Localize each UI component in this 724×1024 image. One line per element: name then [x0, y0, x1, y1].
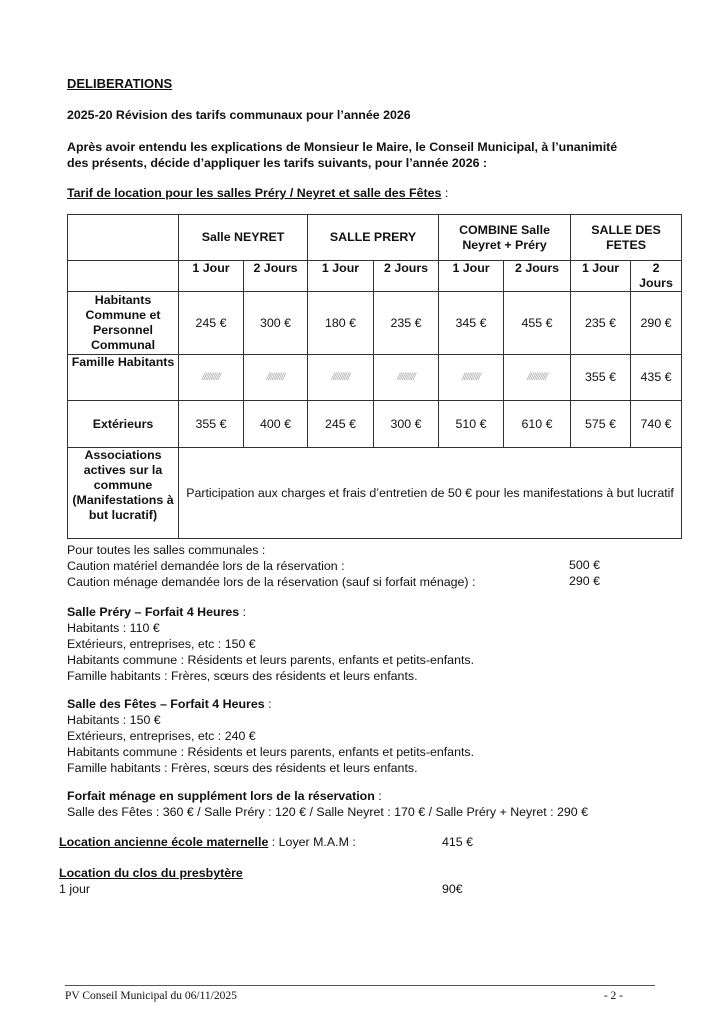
duration-header-row: 1 Jour 2 Jours 1 Jour 2 Jours 1 Jour 2 J…: [67, 260, 683, 292]
price-cell: 610 €: [503, 400, 572, 448]
caution-menage-label: Caution ménage demandée lors de la réser…: [67, 575, 476, 589]
empty-cell: [67, 260, 179, 292]
duration-header: 1 Jour: [438, 260, 505, 292]
intro-line-2: des présents, décide d’appliquer les tar…: [67, 156, 488, 170]
price-cell: 435 €: [630, 354, 683, 401]
price-cell: 575 €: [570, 400, 632, 448]
row-label: Famille Habitants: [67, 354, 179, 401]
caution-menage-value: 290 €: [569, 574, 601, 588]
not-applicable-cell: //////////: [178, 354, 244, 401]
forfait-line: Habitants : 150 €: [67, 713, 161, 727]
deliberation-title: 2025-20 Révision des tarifs communaux po…: [67, 108, 411, 122]
price-cell: 300 €: [373, 400, 440, 448]
price-cell: 180 €: [307, 291, 375, 355]
title-suffix: :: [264, 697, 272, 711]
page-number: - 2 -: [603, 990, 623, 1002]
price-cell: 290 €: [630, 291, 683, 355]
not-applicable-cell: ///////////: [503, 354, 572, 401]
price-cell: 235 €: [373, 291, 440, 355]
price-cell: 300 €: [242, 291, 309, 355]
not-applicable-cell: //////////: [373, 354, 440, 401]
forfait-line: Extérieurs, entreprises, etc : 150 €: [67, 637, 256, 651]
menage-title: Forfait ménage en supplément lors de la …: [67, 789, 375, 803]
cautions-intro: Pour toutes les salles communales :: [67, 543, 266, 557]
fetes-forfait-block: Salle des Fêtes – Forfait 4 Heures : Hab…: [67, 696, 474, 776]
title-suffix: :: [239, 605, 247, 619]
duration-header: 1 Jour: [570, 260, 632, 292]
venue-header: Salle NEYRET: [177, 214, 309, 261]
venue-header: SALLE PRERY: [307, 214, 440, 261]
ecole-label: : Loyer M.A.M :: [268, 835, 356, 849]
price-cell: 510 €: [438, 400, 505, 448]
duration-header: 2 Jours: [630, 260, 683, 292]
venue-header: COMBINE Salle Neyret + Préry: [438, 214, 572, 261]
intro-line-1: Après avoir entendu les explications de …: [67, 140, 618, 154]
price-cell: 355 €: [570, 354, 632, 401]
price-cell: 345 €: [438, 291, 505, 355]
table-row: Famille Habitants ////////// ////////// …: [67, 354, 683, 401]
menage-line: Salle des Fêtes : 360 € / Salle Préry : …: [67, 805, 589, 819]
duration-header: 2 Jours: [242, 260, 309, 292]
table-row: Extérieurs 355 € 400 € 245 € 300 € 510 €…: [67, 400, 683, 448]
not-applicable-cell: //////////: [307, 354, 375, 401]
ecole-value: 415 €: [442, 835, 474, 849]
venue-header: SALLE DES FETES: [570, 214, 683, 261]
duration-header: 1 Jour: [307, 260, 375, 292]
footer-title: PV Conseil Municipal du 06/11/2025: [65, 990, 237, 1002]
caution-materiel-value: 500 €: [569, 558, 601, 572]
table-title: Tarif de location pour les salles Préry …: [67, 186, 448, 200]
table-row: Habitants Commune et Personnel Communal …: [67, 291, 683, 355]
forfait-line: Extérieurs, entreprises, etc : 240 €: [67, 729, 256, 743]
price-cell: 235 €: [570, 291, 632, 355]
price-cell: 400 €: [242, 400, 309, 448]
ecole-line: Location ancienne école maternelle : Loy…: [59, 835, 356, 849]
presbytere-label: 1 jour: [59, 882, 90, 896]
tariff-table: Salle NEYRET SALLE PRERY COMBINE Salle N…: [67, 214, 683, 539]
duration-header: 1 Jour: [178, 260, 244, 292]
price-cell: 245 €: [178, 291, 244, 355]
venue-header-row: Salle NEYRET SALLE PRERY COMBINE Salle N…: [67, 214, 683, 261]
page-footer: PV Conseil Municipal du 06/11/2025 - 2 -: [65, 985, 655, 1002]
prery-forfait-block: Salle Préry – Forfait 4 Heures : Habitan…: [67, 604, 474, 684]
presbytere-value: 90€: [442, 882, 463, 896]
row-label: Associations actives sur la commune (Man…: [67, 447, 179, 539]
table-title-suffix: :: [441, 186, 449, 200]
fetes-forfait-title: Salle des Fêtes – Forfait 4 Heures: [67, 697, 265, 711]
empty-cell: [67, 214, 179, 261]
row-label: Habitants Commune et Personnel Communal: [67, 291, 179, 355]
title-suffix: :: [374, 789, 382, 803]
caution-materiel-label: Caution matériel demandée lors de la rés…: [67, 559, 345, 573]
forfait-line: Famille habitants : Frères, sœurs des ré…: [67, 761, 418, 775]
associations-row: Associations actives sur la commune (Man…: [67, 447, 683, 539]
table-title-text: Tarif de location pour les salles Préry …: [67, 186, 442, 200]
associations-text: Participation aux charges et frais d’ent…: [177, 447, 683, 539]
menage-block: Forfait ménage en supplément lors de la …: [67, 788, 588, 820]
not-applicable-cell: //////////: [438, 354, 505, 401]
row-label: Extérieurs: [67, 400, 179, 448]
price-cell: 740 €: [630, 400, 683, 448]
presbytere-title: Location du clos du presbytère: [59, 866, 243, 880]
duration-header: 2 Jours: [503, 260, 572, 292]
forfait-line: Habitants : 110 €: [67, 621, 160, 635]
price-cell: 355 €: [178, 400, 244, 448]
not-applicable-cell: //////////: [242, 354, 309, 401]
cautions-block: Pour toutes les salles communales : Caut…: [67, 542, 475, 590]
duration-header: 2 Jours: [373, 260, 440, 292]
forfait-line: Habitants commune : Résidents et leurs p…: [67, 653, 475, 667]
forfait-line: Habitants commune : Résidents et leurs p…: [67, 745, 475, 759]
price-cell: 455 €: [503, 291, 572, 355]
price-cell: 245 €: [307, 400, 375, 448]
prery-forfait-title: Salle Préry – Forfait 4 Heures: [67, 605, 240, 619]
ecole-title: Location ancienne école maternelle: [59, 835, 269, 849]
section-heading: DELIBERATIONS: [67, 76, 173, 91]
forfait-line: Famille habitants : Frères, sœurs des ré…: [67, 669, 418, 683]
